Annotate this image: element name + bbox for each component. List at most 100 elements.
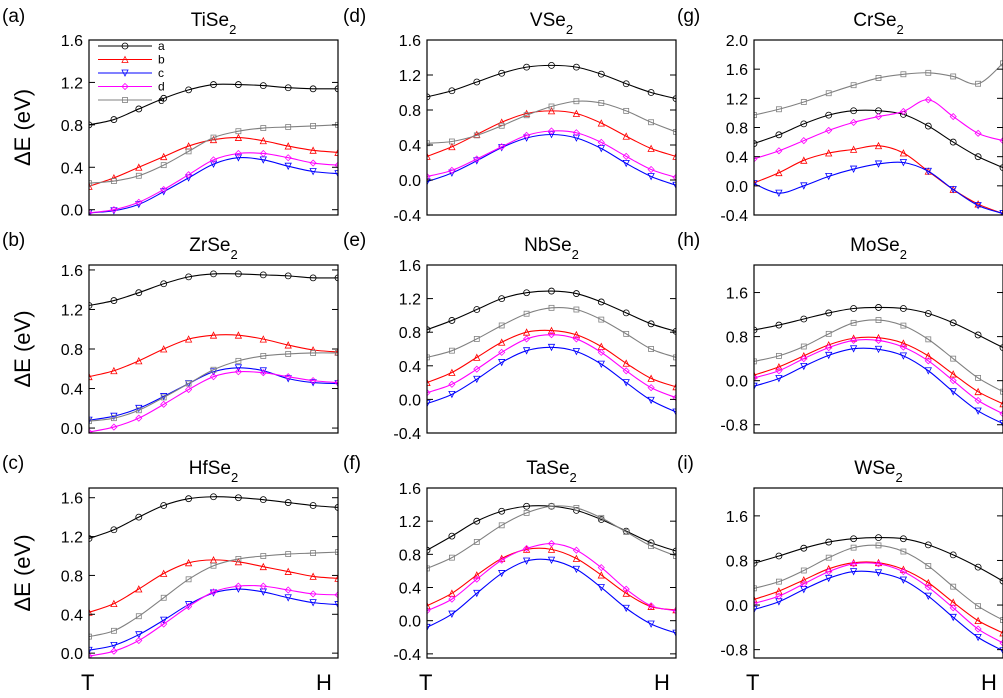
data-point-c (754, 606, 758, 614)
y-tick-label: 1.6 (399, 481, 421, 498)
legend-marker-e (122, 97, 128, 103)
data-point-e (473, 336, 480, 342)
data-point-e (925, 336, 932, 343)
panel-title: VSe2 (530, 10, 573, 37)
data-point-d (523, 335, 531, 343)
data-point-e (825, 330, 832, 337)
data-point-d (110, 647, 118, 655)
data-point-b (622, 132, 630, 140)
y-tick-label: 1.6 (726, 62, 748, 79)
y-tick-label: 0.4 (61, 607, 83, 624)
data-point-d (448, 595, 456, 603)
data-point-e (598, 514, 605, 521)
data-point-c (754, 382, 758, 391)
data-point-e (648, 119, 654, 126)
data-point-c (427, 400, 431, 408)
panel-i: (i) WSe2 -0.8 0.0 0.8 1.6 T H (677, 453, 1003, 695)
y-tick-label: 0.0 (399, 392, 421, 409)
data-point-d (572, 335, 580, 343)
data-point-c (209, 160, 218, 168)
data-point-e (754, 585, 757, 592)
data-point-a (548, 61, 555, 69)
data-point-e (648, 543, 654, 549)
data-point-e (548, 103, 555, 110)
data-point-b (234, 133, 243, 141)
data-point-b (184, 558, 193, 567)
data-point-a (775, 552, 783, 560)
data-point-c (473, 589, 481, 598)
data-point-c (999, 647, 1003, 655)
series-line-b (89, 559, 338, 613)
data-point-d (949, 604, 957, 612)
data-point-b (284, 567, 292, 575)
y-tick-label: 1.6 (399, 258, 421, 275)
data-point-e (950, 73, 957, 80)
y-tick-label: 0.8 (61, 342, 83, 359)
series-line-c (754, 570, 1003, 652)
data-point-b (209, 331, 218, 339)
y-tick-label: 1.6 (726, 509, 748, 526)
panel-label: (e) (343, 230, 366, 251)
data-point-b (522, 109, 531, 117)
data-point-e (427, 140, 430, 147)
series-line-e (427, 306, 676, 358)
series-line-c (427, 558, 676, 634)
data-point-e (523, 112, 530, 119)
series-line-e (754, 544, 1003, 621)
data-point-c (924, 167, 932, 176)
data-point-a (949, 551, 957, 559)
legend-label-d: d (158, 80, 165, 94)
data-point-d (259, 582, 267, 590)
data-point-e (310, 123, 317, 129)
data-point-a (89, 302, 93, 309)
data-point-d (924, 583, 932, 591)
data-point-c (135, 631, 143, 639)
data-point-c (427, 178, 431, 186)
y-axis-label: ΔE (eV) (10, 310, 35, 387)
data-point-a (974, 331, 982, 339)
data-point-c (899, 159, 908, 167)
data-point-e (875, 75, 882, 81)
y-tick-label: 0.0 (61, 646, 83, 663)
data-point-a (850, 305, 857, 312)
data-point-c (448, 610, 456, 618)
data-point-a (210, 81, 217, 88)
data-point-e (285, 351, 292, 357)
data-point-e (800, 567, 807, 574)
data-point-d (427, 172, 431, 181)
series-line-e (89, 352, 338, 422)
data-point-b (110, 599, 118, 607)
data-point-d (800, 355, 808, 363)
data-point-e (950, 583, 957, 590)
data-point-e (210, 366, 217, 373)
data-point-b (949, 370, 957, 378)
data-point-e (523, 310, 530, 317)
data-point-d (924, 96, 932, 104)
data-point-d (974, 625, 982, 633)
y-tick-label: 1.6 (61, 491, 83, 508)
data-point-a (210, 270, 217, 278)
y-tick-label: 1.6 (399, 33, 421, 50)
y-tick-label: 2.0 (726, 33, 748, 50)
series-line-a (754, 537, 1003, 582)
data-point-a (185, 495, 193, 503)
data-point-a (135, 105, 143, 113)
data-point-b (448, 368, 456, 376)
data-point-b (899, 565, 908, 573)
data-point-c (135, 404, 143, 413)
series-line-d (427, 130, 676, 178)
data-point-c (498, 570, 506, 578)
data-point-b (259, 136, 267, 145)
data-point-e (825, 90, 832, 97)
data-point-b (622, 359, 630, 367)
y-tick-label: -0.4 (393, 208, 421, 225)
data-point-b (647, 144, 655, 152)
data-point-a (234, 270, 242, 278)
panel-d: (d) VSe2 -0.4 0.0 0.4 0.8 1.2 1.6 (343, 6, 677, 225)
data-point-e (1000, 617, 1003, 623)
data-point-e (185, 148, 192, 155)
series-group (89, 81, 338, 215)
data-point-a (672, 327, 676, 335)
data-point-a (334, 85, 338, 93)
data-point-b (597, 119, 605, 127)
